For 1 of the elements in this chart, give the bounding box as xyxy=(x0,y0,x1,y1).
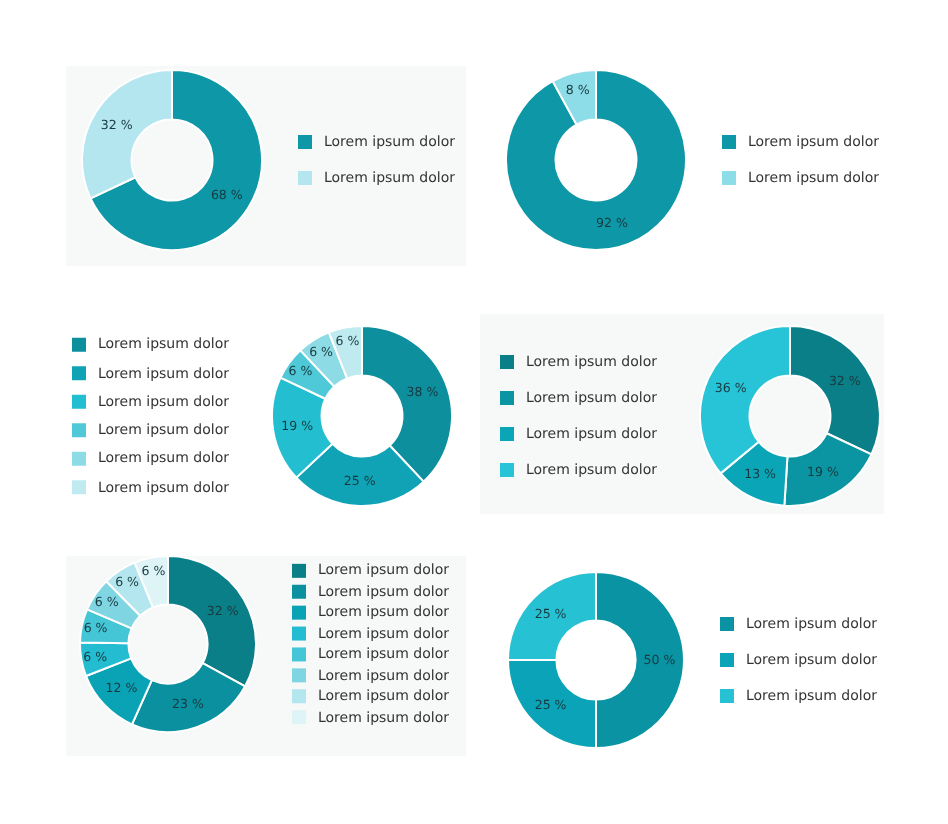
donut-slice xyxy=(505,69,687,251)
